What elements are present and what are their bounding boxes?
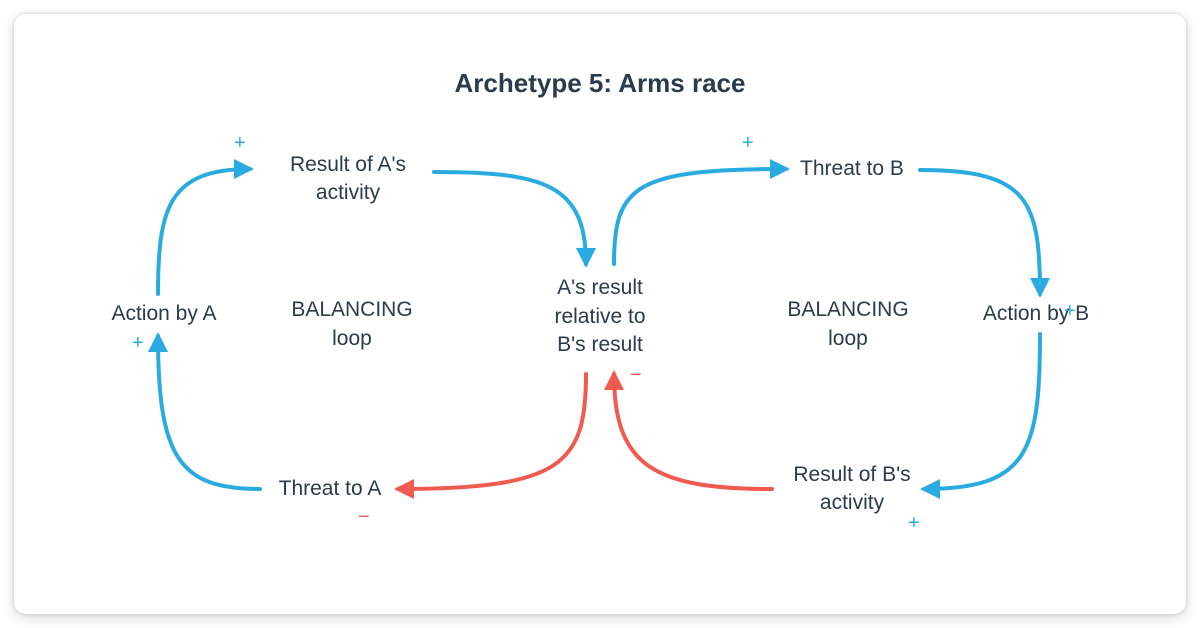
sign-5: − — [358, 506, 370, 529]
node-result_a: Result of A's activity — [238, 151, 458, 208]
loop-label-left: BALANCING loop — [232, 295, 472, 354]
sign-1: + — [742, 132, 754, 155]
sign-4: − — [630, 364, 642, 387]
node-threat_b: Threat to B — [752, 155, 952, 183]
edge-threatB-to-actionB — [920, 170, 1040, 294]
node-result_b: Result of B's activity — [742, 461, 962, 518]
node-threat_a: Threat to A — [230, 475, 430, 503]
sign-2: + — [1064, 300, 1076, 323]
sign-3: + — [908, 512, 920, 535]
sign-0: + — [234, 132, 246, 155]
sign-6: + — [132, 332, 144, 355]
node-center: A's result relative to B's result — [490, 274, 710, 359]
edge-center-to-threatA — [398, 374, 586, 489]
loop-label-right: BALANCING loop — [728, 295, 968, 354]
edge-center-to-threatB — [614, 169, 786, 264]
edge-threatA-to-actionA — [158, 336, 260, 489]
edge-actionA-to-resultA — [158, 169, 250, 294]
diagram-title: Archetype 5: Arms race — [14, 68, 1186, 99]
diagram-card: Archetype 5: Arms race Action by AResult… — [14, 14, 1186, 614]
